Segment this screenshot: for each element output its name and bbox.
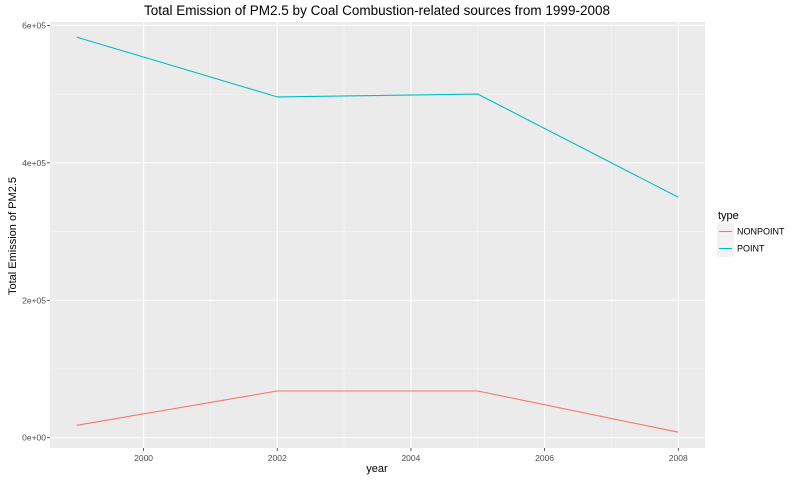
series-line-point [76,36,679,198]
y-tick-label: 2e+05 [22,295,46,305]
x-tick-label: 2002 [268,453,287,463]
x-tick-label: 2006 [535,453,554,463]
legend-label-nonpoint: NONPOINT [737,227,785,237]
y-tick-label: 6e+05 [22,20,46,30]
y-axis-title: Total Emission of PM2.5 [7,177,19,295]
legend-title: type [718,210,739,222]
major-gridlines [50,22,705,448]
y-axis: 0e+00 2e+05 4e+05 6e+05 [22,20,50,443]
x-tick-label: 2000 [134,453,153,463]
plot-panel [50,22,705,448]
x-tick-label: 2004 [401,453,420,463]
series-lines [76,36,679,433]
x-tick-label: 2008 [669,453,688,463]
legend: type NONPOINT POINT [717,210,785,257]
x-axis-title: year [366,463,388,475]
series-line-nonpoint [76,390,679,433]
legend-label-point: POINT [737,244,765,254]
chart-title: Total Emission of PM2.5 by Coal Combusti… [144,3,610,18]
y-tick-label: 0e+00 [22,433,46,443]
minor-gridlines [50,22,705,448]
x-axis: 2000 2002 2004 2006 2008 [134,448,688,463]
y-tick-label: 4e+05 [22,158,46,168]
